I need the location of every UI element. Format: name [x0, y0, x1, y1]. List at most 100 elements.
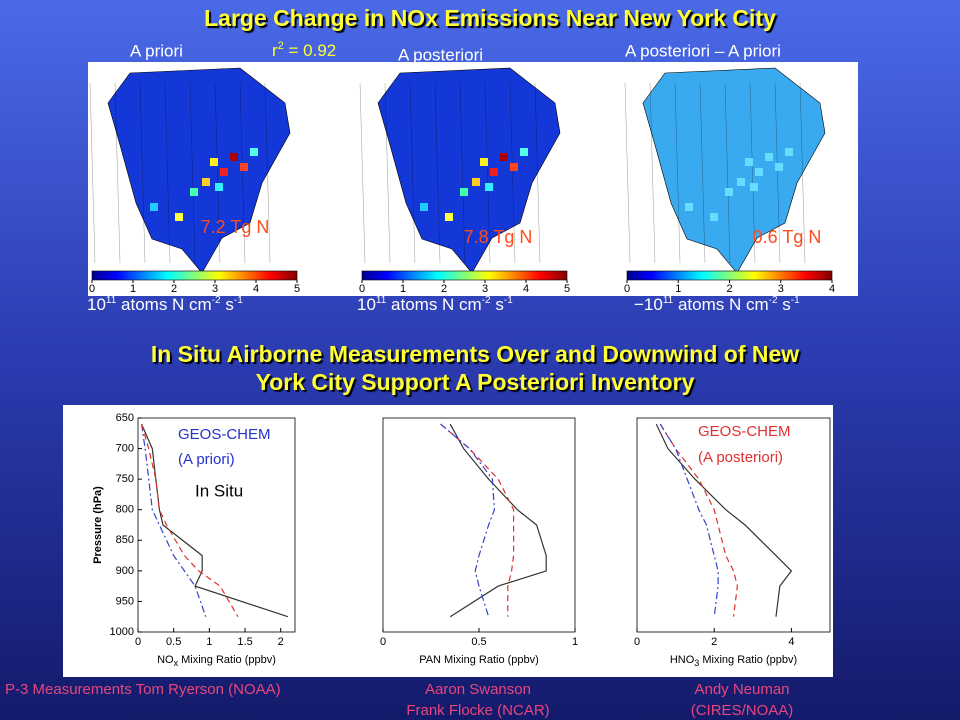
text-part: 11: [663, 295, 674, 306]
colorbar-tick-label: 4: [253, 283, 259, 295]
text-part: x: [174, 658, 179, 668]
legend-label: In Situ: [195, 481, 243, 500]
credit: Frank Flocke (NCAR): [406, 702, 549, 719]
map-cell: [215, 183, 223, 191]
map-cell: [510, 163, 518, 171]
text-part: HNO: [670, 654, 695, 666]
map-cell: [445, 213, 453, 221]
map-cell: [520, 148, 528, 156]
y-tick-label: 800: [116, 504, 134, 516]
map-cell: [420, 203, 428, 211]
text-part: 10: [357, 295, 376, 314]
map-cell: [685, 203, 693, 211]
map-cell: [745, 158, 753, 166]
x-tick-label: 0.5: [471, 636, 486, 648]
text-part: 3: [694, 658, 699, 668]
text-part: s: [491, 295, 504, 314]
map-cell: [240, 163, 248, 171]
map-cell: [472, 178, 480, 186]
map-border: [749, 82, 756, 264]
text-part: -1: [504, 295, 513, 306]
text-part: NO: [157, 654, 174, 666]
colorbar-unit: −1011 atoms N cm-2 s-1: [634, 295, 800, 315]
colorbar-tick-label: 0: [359, 283, 365, 295]
map-border: [624, 82, 631, 264]
profile-line: [141, 423, 239, 618]
text-part: -2: [482, 295, 491, 306]
text-part: 10: [87, 295, 106, 314]
r-squared: r2 = 0.92: [272, 40, 336, 61]
x-tick-label: 0: [380, 636, 386, 648]
credit: P-3 Measurements Tom Ryerson (NOAA): [5, 681, 281, 698]
map-border: [114, 82, 121, 264]
map-border: [189, 82, 196, 264]
map-border: [459, 82, 466, 264]
map-cell: [490, 168, 498, 176]
map-border: [89, 82, 96, 264]
map-region: [642, 67, 826, 274]
text-part: PAN Mixing Ratio (ppbv): [419, 654, 539, 666]
map-border: [434, 82, 441, 264]
map-cell: [500, 153, 508, 161]
map-label: A posteriori – A priori: [625, 41, 781, 60]
colorbar-tick-label: 3: [212, 283, 218, 295]
colorbar: [626, 270, 833, 281]
profile-line: [440, 423, 496, 617]
map-total: 7.8 Tg N: [464, 227, 533, 247]
map-border: [239, 82, 246, 264]
y-tick-label: 750: [116, 473, 134, 485]
profile-line: [141, 424, 207, 617]
map-cell: [710, 213, 718, 221]
text-part: −10: [634, 295, 663, 314]
y-tick-label: 1000: [110, 626, 134, 638]
x-axis-label: NOx Mixing Ratio (ppbv): [157, 654, 276, 668]
colorbar-unit: 1011 atoms N cm-2 s-1: [357, 295, 513, 315]
colorbar-tick-label: 0: [89, 283, 95, 295]
text-part: s: [778, 295, 791, 314]
colorbar-tick-label: 2: [726, 283, 732, 295]
colorbar-tick-label: 4: [829, 283, 835, 295]
x-tick-label: 0: [634, 636, 640, 648]
map-cell: [775, 163, 783, 171]
text-part: 11: [106, 295, 117, 306]
map-border: [214, 82, 221, 264]
map-border: [409, 82, 416, 264]
x-tick-label: 4: [788, 636, 794, 648]
map-cell: [210, 158, 218, 166]
colorbar-tick-label: 3: [778, 283, 784, 295]
colorbar-tick-label: 3: [482, 283, 488, 295]
colorbar: [361, 270, 568, 281]
credit: Andy Neuman: [694, 681, 789, 698]
map-border: [264, 82, 271, 264]
map-border: [649, 82, 656, 264]
map-border: [164, 82, 171, 264]
map-border: [359, 82, 366, 264]
map-cell: [785, 148, 793, 156]
text-part: Mixing Ratio (ppbv): [178, 654, 276, 666]
text-part: atoms N cm: [116, 295, 211, 314]
plot-frame: [137, 417, 296, 633]
subtitle: In Situ Airborne Measurements Over and D…: [151, 341, 799, 367]
profile-line: [141, 423, 289, 618]
map-cell: [725, 188, 733, 196]
x-tick-label: 2: [711, 636, 717, 648]
colorbar-tick-label: 1: [130, 283, 136, 295]
legend-label: GEOS-CHEM: [698, 423, 791, 440]
map-border: [699, 82, 706, 264]
map-cell: [202, 178, 210, 186]
credit: Aaron Swanson: [425, 681, 531, 698]
map-cell: [190, 188, 198, 196]
plot-frame: [636, 417, 831, 633]
map-cell: [480, 158, 488, 166]
colorbar-tick-label: 2: [171, 283, 177, 295]
x-tick-label: 1: [572, 636, 578, 648]
x-axis-label: HNO3 Mixing Ratio (ppbv): [670, 654, 797, 668]
y-tick-label: 900: [116, 565, 134, 577]
text-part: atoms N cm: [673, 295, 768, 314]
map-region: [377, 67, 561, 274]
map-label: A posteriori: [398, 45, 483, 64]
map-cell: [230, 153, 238, 161]
subtitle: York City Support A Posteriori Inventory: [256, 369, 695, 395]
map-border: [774, 82, 781, 264]
colorbar-tick-label: 5: [564, 283, 570, 295]
